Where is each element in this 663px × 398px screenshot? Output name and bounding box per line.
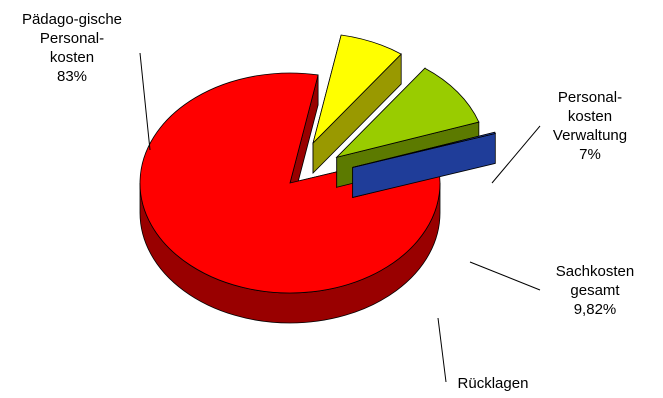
pie-slice-0 [139, 72, 441, 324]
leader-line-sachkosten [469, 261, 541, 291]
leader-line-verwaltung [491, 125, 541, 184]
leader-lines [139, 52, 541, 383]
pie-slice-top [139, 72, 441, 294]
slices-layer [139, 34, 496, 324]
slice-label-line: Personal- [557, 89, 623, 106]
slice-label-sachkosten: Sachkosten gesamt 9,82% [540, 262, 650, 319]
slice-value: 83% [56, 68, 88, 85]
slice-label-line: gesamt [570, 282, 620, 299]
slice-label-line: Rücklagen [457, 375, 529, 392]
slice-value: 9,82% [573, 301, 617, 318]
pie-slice-1 [312, 34, 402, 175]
slice-label-line: Pädago-gische [21, 11, 123, 28]
slice-label-ruecklagen: Rücklagen [440, 374, 546, 393]
pie-slice-top [352, 131, 496, 168]
slice-label-line: Verwaltung [552, 127, 628, 144]
slice-label-paedagogische: Pädago-gische Personal- kosten 83% [4, 10, 140, 86]
slice-label-line: Sachkosten [555, 263, 635, 280]
slice-label-line: kosten [49, 49, 95, 66]
pie-slice-top [335, 67, 480, 158]
leader-line-paedagogische [139, 52, 151, 151]
slice-label-line: kosten [567, 108, 613, 125]
pie-slice-top [312, 34, 402, 145]
pie-slice-3 [352, 131, 496, 198]
slice-label-line: Personal- [39, 30, 105, 47]
slice-label-verwaltung: Personal- kosten Verwaltung 7% [540, 88, 640, 164]
slice-value: 7% [579, 146, 601, 163]
leader-line-ruecklagen [437, 317, 447, 383]
